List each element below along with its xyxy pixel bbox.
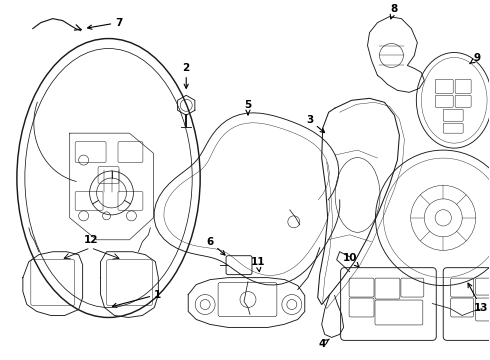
Text: 13: 13 [468, 283, 489, 312]
Text: 5: 5 [245, 100, 251, 115]
Text: 6: 6 [206, 237, 225, 255]
Text: 7: 7 [88, 18, 122, 29]
Text: 11: 11 [251, 257, 265, 272]
Text: 1: 1 [112, 289, 161, 307]
Text: 2: 2 [183, 63, 190, 88]
Text: 12: 12 [83, 235, 98, 245]
Text: 8: 8 [390, 4, 398, 19]
Text: 10: 10 [343, 253, 359, 267]
Text: 3: 3 [306, 115, 324, 132]
Text: 4: 4 [318, 339, 329, 349]
Text: 9: 9 [469, 54, 481, 64]
